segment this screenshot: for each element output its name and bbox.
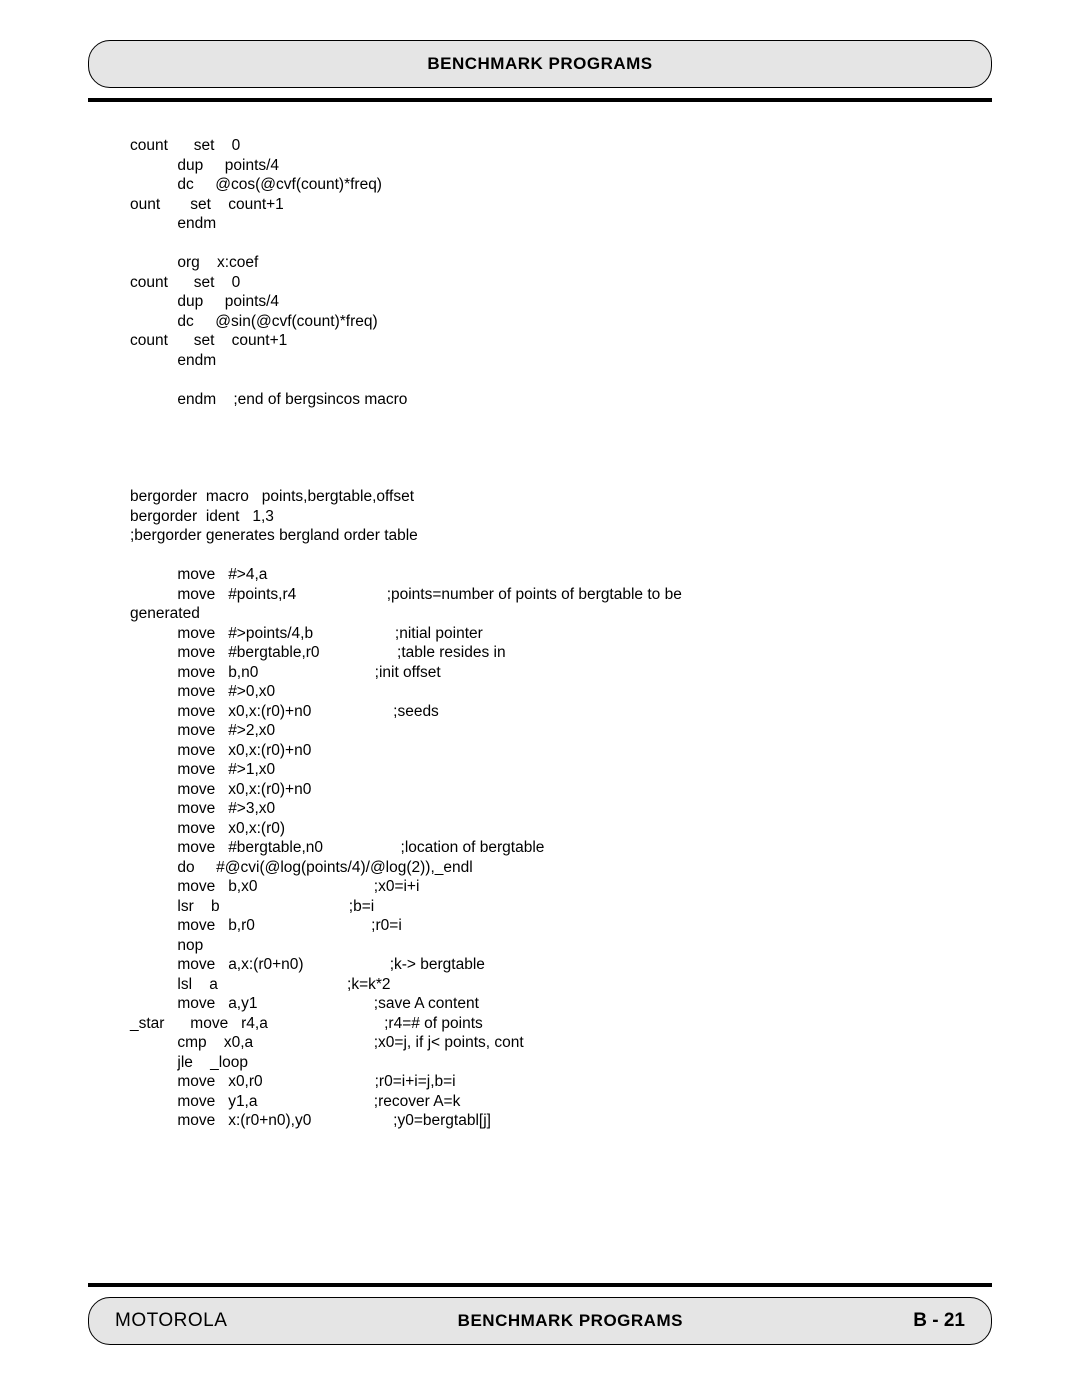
header-title: BENCHMARK PROGRAMS (427, 54, 652, 74)
code-listing: count set 0 dup points/4 dc @cos(@cvf(co… (130, 136, 992, 1131)
header-box: BENCHMARK PROGRAMS (88, 40, 992, 88)
footer-right: B - 21 (913, 1310, 965, 1332)
footer-left: MOTOROLA (115, 1310, 227, 1332)
footer-box: MOTOROLA BENCHMARK PROGRAMS B - 21 (88, 1297, 992, 1345)
bottom-rule (88, 1283, 992, 1287)
footer-center: BENCHMARK PROGRAMS (458, 1311, 683, 1331)
top-rule (88, 98, 992, 102)
